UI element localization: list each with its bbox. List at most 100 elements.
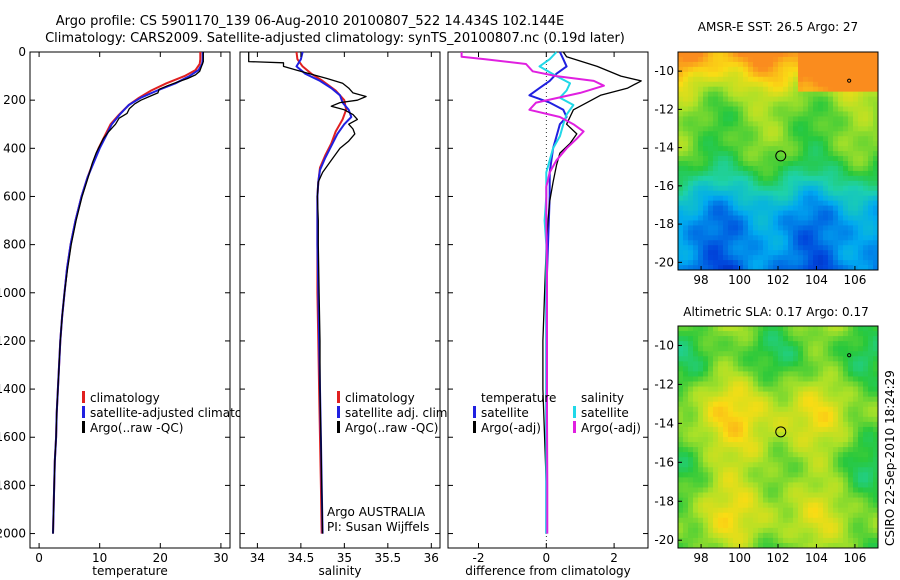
sst-map-cell xyxy=(813,156,819,162)
sst-map-cell xyxy=(738,185,744,192)
sla-map-cell xyxy=(858,437,864,443)
sst-map-cell xyxy=(843,151,849,157)
sst-map-cell xyxy=(698,151,704,157)
sla-map-cell xyxy=(703,492,709,498)
sla-map-cell xyxy=(858,517,864,524)
sla-map-cell xyxy=(873,336,879,342)
sla-map-cell xyxy=(793,331,799,337)
sst-map-cell xyxy=(778,161,784,167)
sla-map-cell xyxy=(703,517,709,524)
sla-map-cell xyxy=(678,487,684,493)
sla-map-cell xyxy=(818,371,824,377)
sst-map-cell xyxy=(818,106,824,112)
sla-map-cell xyxy=(718,472,724,478)
sla-map-cell xyxy=(798,386,804,392)
sla-map-cell xyxy=(688,477,694,483)
sla-map-cell xyxy=(708,381,714,387)
sla-map-cell xyxy=(768,371,774,377)
sst-map-cell xyxy=(838,190,844,197)
sst-map-cell xyxy=(773,225,779,231)
sst-map-cell xyxy=(863,146,869,152)
sst-map-cell xyxy=(678,215,684,221)
sst-map-cell xyxy=(823,260,829,266)
sla-map-cell xyxy=(783,542,789,549)
sla-map-cell xyxy=(833,527,839,534)
sla-map-cell xyxy=(773,447,779,453)
sst-map-cell xyxy=(683,190,689,197)
sst-map-cell xyxy=(828,185,834,192)
sst-map-cell xyxy=(753,205,759,211)
sst-map-cell xyxy=(773,56,779,63)
sst-map-cell xyxy=(743,146,749,152)
sla-map-cell xyxy=(738,522,744,529)
sla-map-cell xyxy=(833,351,839,357)
sla-map-cell xyxy=(738,391,744,398)
salinity-xtick-label: 35.5 xyxy=(374,551,401,565)
sst-map-cell xyxy=(783,61,789,68)
sla-map-cell xyxy=(758,341,764,347)
sst-map-cell xyxy=(858,235,864,241)
sla-map-cell xyxy=(788,336,794,342)
sla-map-cell xyxy=(853,391,859,398)
sla-map-cell xyxy=(873,361,879,367)
sla-map-cell xyxy=(843,517,849,524)
sst-map-cell xyxy=(773,141,779,147)
sst-map-cell xyxy=(678,111,684,117)
sla-map-cell xyxy=(763,522,769,529)
sla-map-cell xyxy=(818,356,824,362)
sst-map-cell xyxy=(778,185,784,192)
sla-map-cell xyxy=(763,502,769,509)
sla-map-cell xyxy=(843,527,849,534)
sst-map-cell xyxy=(703,61,709,68)
sla-map-cell xyxy=(728,406,734,413)
sst-map-cell xyxy=(823,76,829,83)
sla-map-cell xyxy=(838,457,844,463)
sst-map-cell xyxy=(703,245,709,251)
depth-ytick-label: 400 xyxy=(3,141,26,155)
sst-map-cell xyxy=(703,265,709,271)
sst-map-cell xyxy=(873,146,879,152)
sla-map-cell xyxy=(718,371,724,377)
sst-map-cell xyxy=(738,71,744,78)
sst-map-cell xyxy=(843,141,849,147)
sst-map-cell xyxy=(843,91,849,97)
sst-map-cell xyxy=(783,225,789,231)
sla-map-cell xyxy=(703,426,709,433)
sla-map-cell xyxy=(738,356,744,362)
sst-map-cell xyxy=(783,260,789,266)
sla-map-cell xyxy=(758,391,764,398)
sst-map-cell xyxy=(688,175,694,182)
sla-map-cell xyxy=(683,401,689,408)
sst-map-cell xyxy=(678,66,684,73)
sla-map-cell xyxy=(698,326,704,332)
sst-map-cell xyxy=(873,131,879,137)
sla-map-cell xyxy=(688,361,694,367)
sla-map-cell xyxy=(718,426,724,433)
sla-map-cell xyxy=(818,411,824,418)
sst-map-cell xyxy=(768,156,774,162)
sla-map-cell xyxy=(793,386,799,392)
sst-map-cell xyxy=(873,215,879,221)
sla-map-cell xyxy=(728,512,734,519)
sst-map-cell xyxy=(763,260,769,266)
sla-map-cell xyxy=(678,477,684,483)
sla-map-cell xyxy=(798,371,804,377)
sst-map-cell xyxy=(693,161,699,167)
sst-map-cell xyxy=(728,61,734,68)
sst-map-cell xyxy=(703,190,709,197)
sla-map-cell xyxy=(693,482,699,488)
temperature-xtick-label: 0 xyxy=(35,551,43,565)
sla-map-cell xyxy=(693,341,699,347)
sst-map-cell xyxy=(853,156,859,162)
sst-map-cell xyxy=(703,71,709,78)
sst-map-cell xyxy=(873,111,879,117)
sst-map-cell xyxy=(753,185,759,192)
sst-map-cell xyxy=(708,76,714,83)
sla-map-cell xyxy=(803,401,809,408)
sst-map-cell xyxy=(763,106,769,112)
sst-map-cell xyxy=(783,255,789,261)
sst-map-cell xyxy=(818,56,824,63)
sst-map-cell xyxy=(803,190,809,197)
sla-map-cell xyxy=(713,462,719,468)
sla-map-cell xyxy=(828,391,834,398)
